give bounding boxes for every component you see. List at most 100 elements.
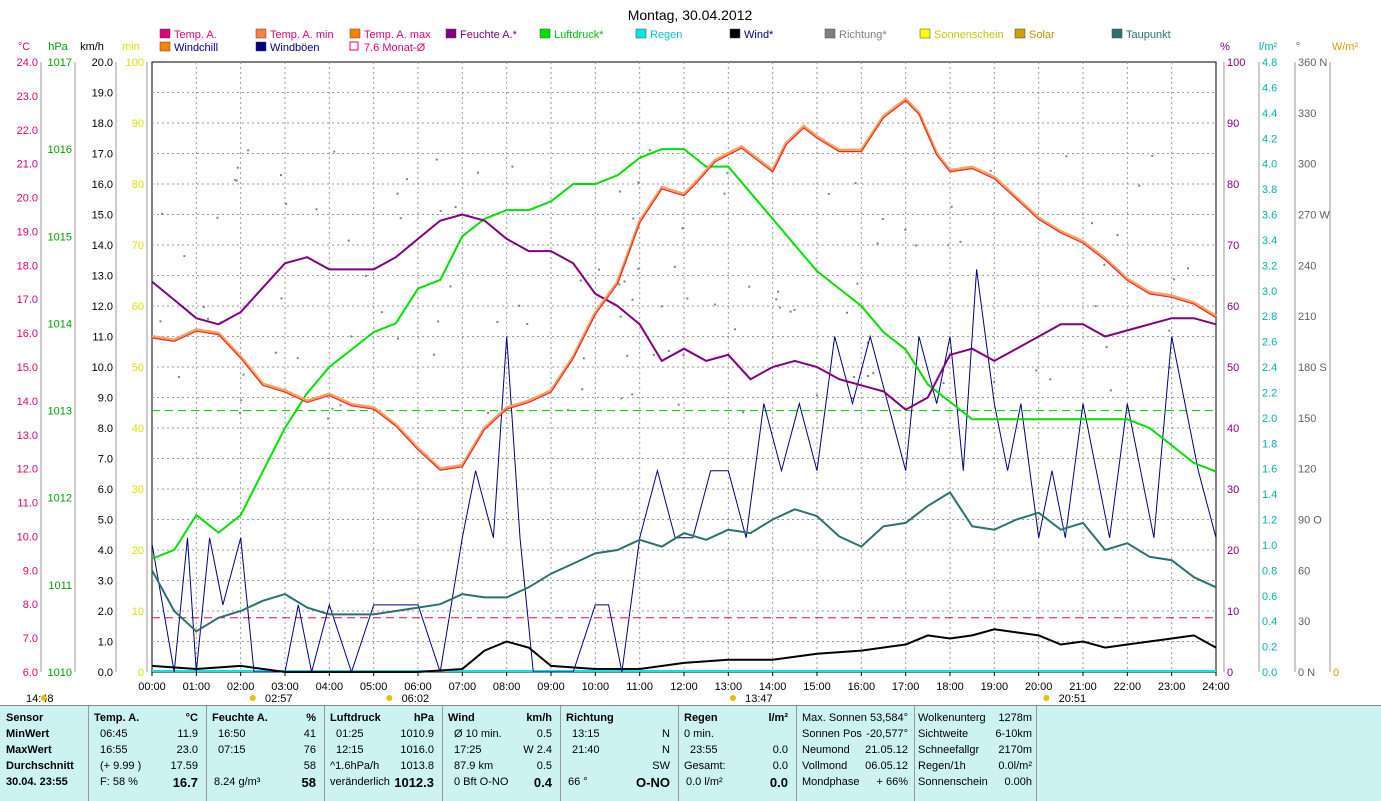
x-axis: 00:00 01:00 02:00 03:00 04:00 05:00 06:00 07:00…: [138, 672, 1230, 693]
axis-tick-label: 12.0: [92, 301, 113, 313]
direction-dot: [742, 411, 745, 414]
sun-r5: + 66%: [876, 776, 909, 788]
direction-dot: [1109, 389, 1112, 392]
direction-dot: [1172, 278, 1175, 281]
wind-direction-dots: [159, 149, 1189, 420]
humidity-max-time: 07:15: [218, 744, 246, 756]
x-tick-label: 03:00: [271, 681, 299, 693]
cloud-r3: 2170m: [998, 744, 1032, 756]
axis-tick-label: 30: [1227, 484, 1239, 496]
direction-dot: [437, 320, 440, 323]
sun-r3: 21.05.12: [865, 744, 908, 756]
x-tick-label: 01:00: [183, 681, 211, 693]
x-tick-label: 12:00: [670, 681, 698, 693]
legend-swatch: [1111, 28, 1123, 39]
wind-r3-label: 87.9 km: [454, 760, 494, 772]
axis-unit: °: [1296, 41, 1300, 53]
direction-dot: [777, 290, 780, 293]
axis-tick-label: 0: [1227, 667, 1233, 679]
legend-swatch: [255, 28, 267, 39]
direction-dot: [726, 172, 729, 175]
direction-dot: [1065, 155, 1068, 158]
direction-r2-label: 21:40: [572, 744, 600, 756]
direction-dot: [159, 320, 162, 323]
axis-tick-label: 24.0: [17, 57, 38, 69]
axis-tick-label: 0.6: [1262, 591, 1277, 603]
direction-dot: [202, 306, 205, 309]
legend-swatch: [159, 28, 171, 39]
axis-unit: km/h: [80, 41, 104, 53]
cloud-r4: 0.0l/m²: [998, 760, 1032, 772]
direction-dot: [914, 244, 917, 247]
direction-dot: [866, 375, 869, 378]
x-tick-label: 19:00: [981, 681, 1009, 693]
axis-tick-label: 9.0: [23, 565, 38, 577]
direction-dot: [579, 279, 582, 282]
pressure-min-time: 01:25: [336, 728, 364, 740]
direction-dot: [723, 192, 726, 195]
axis-tick-label: 14.0: [17, 396, 38, 408]
pressure-unit: hPa: [413, 712, 434, 724]
axis-tick-label: 360 N: [1298, 57, 1327, 69]
humidity-now: 58: [301, 775, 316, 790]
x-tick-label: 14:00: [759, 681, 787, 693]
temp-now-label: F: 58 %: [100, 776, 138, 788]
direction-dot: [236, 166, 239, 169]
direction-dot: [581, 388, 584, 391]
sun-r1: 53,584°: [869, 712, 908, 724]
axis-tick-label: 1.8: [1262, 438, 1277, 450]
direction-r3: SW: [652, 760, 670, 772]
cloud-r5-label: Sonnenschein: [918, 776, 988, 788]
direction-dot: [681, 227, 684, 230]
legend-swatch: [159, 41, 171, 52]
direction-header: Richtung: [566, 712, 614, 724]
axis-tick-label: 16.0: [17, 328, 38, 340]
cloud-r2-label: Sichtweite: [918, 728, 969, 740]
axis-tick-label: 18.0: [92, 118, 113, 130]
direction-dot: [631, 393, 634, 396]
x-tick-label: 00:00: [138, 681, 166, 693]
axis-tick-label: 11.0: [92, 332, 113, 344]
rain-r1-label: 0 min.: [684, 728, 714, 740]
legend-label: Windböen: [270, 42, 320, 54]
direction-dot: [567, 409, 570, 412]
direction-dot: [518, 304, 521, 307]
humidity-unit: %: [306, 712, 316, 724]
axis-tick-label: 1012: [48, 493, 72, 505]
direction-r4: O-NO: [636, 775, 670, 790]
direction-dot: [347, 239, 350, 242]
direction-dot: [439, 209, 442, 212]
axis-tick-label: 1013: [48, 406, 72, 418]
axis-tick-label: 300: [1298, 159, 1316, 171]
axis-tick-label: 1016: [48, 144, 72, 156]
legend-swatch: [824, 28, 836, 39]
x-tick-label: 18:00: [936, 681, 964, 693]
axis-tick-label: 1.6: [1262, 464, 1277, 476]
axis-tick-label: 3.4: [1262, 235, 1277, 247]
direction-dot: [582, 357, 585, 360]
direction-dot: [511, 165, 514, 168]
pressure-column: Luftdruck hPa 01:25 1010.9 12:15 1016.0 …: [324, 706, 443, 801]
wind-column: Wind km/h Ø 10 min. 0.5 17:25 W 2.4 87.9…: [442, 706, 561, 801]
sun-column: Max. Sonnen 53,584° Sonnen Pos -20,577° …: [796, 706, 915, 801]
legend-swatch: [255, 41, 267, 52]
axis-tick-label: 0.2: [1262, 642, 1277, 654]
marker-label: 14:48: [26, 693, 54, 705]
rain-r2-label: 23:55: [690, 744, 718, 756]
direction-dot: [734, 328, 737, 331]
x-tick-label: 08:00: [493, 681, 521, 693]
direction-dot: [364, 274, 367, 277]
direction-dot: [623, 280, 626, 283]
legend-label: 7.6 Monat-Ø: [364, 42, 426, 54]
direction-dot: [950, 205, 953, 208]
legend-swatch: [1014, 28, 1026, 39]
marker-label: 06:02: [402, 693, 430, 705]
direction-dot: [1049, 378, 1052, 381]
wind-r2-label: 17:25: [454, 744, 482, 756]
axis-tick-label: 70: [1227, 240, 1239, 252]
legend-label: Luftdruck*: [554, 29, 604, 41]
rain-header: Regen: [684, 712, 718, 724]
direction-dot: [315, 208, 318, 211]
temp-avg: 17.59: [170, 760, 198, 772]
pressure-header: Luftdruck: [330, 712, 381, 724]
